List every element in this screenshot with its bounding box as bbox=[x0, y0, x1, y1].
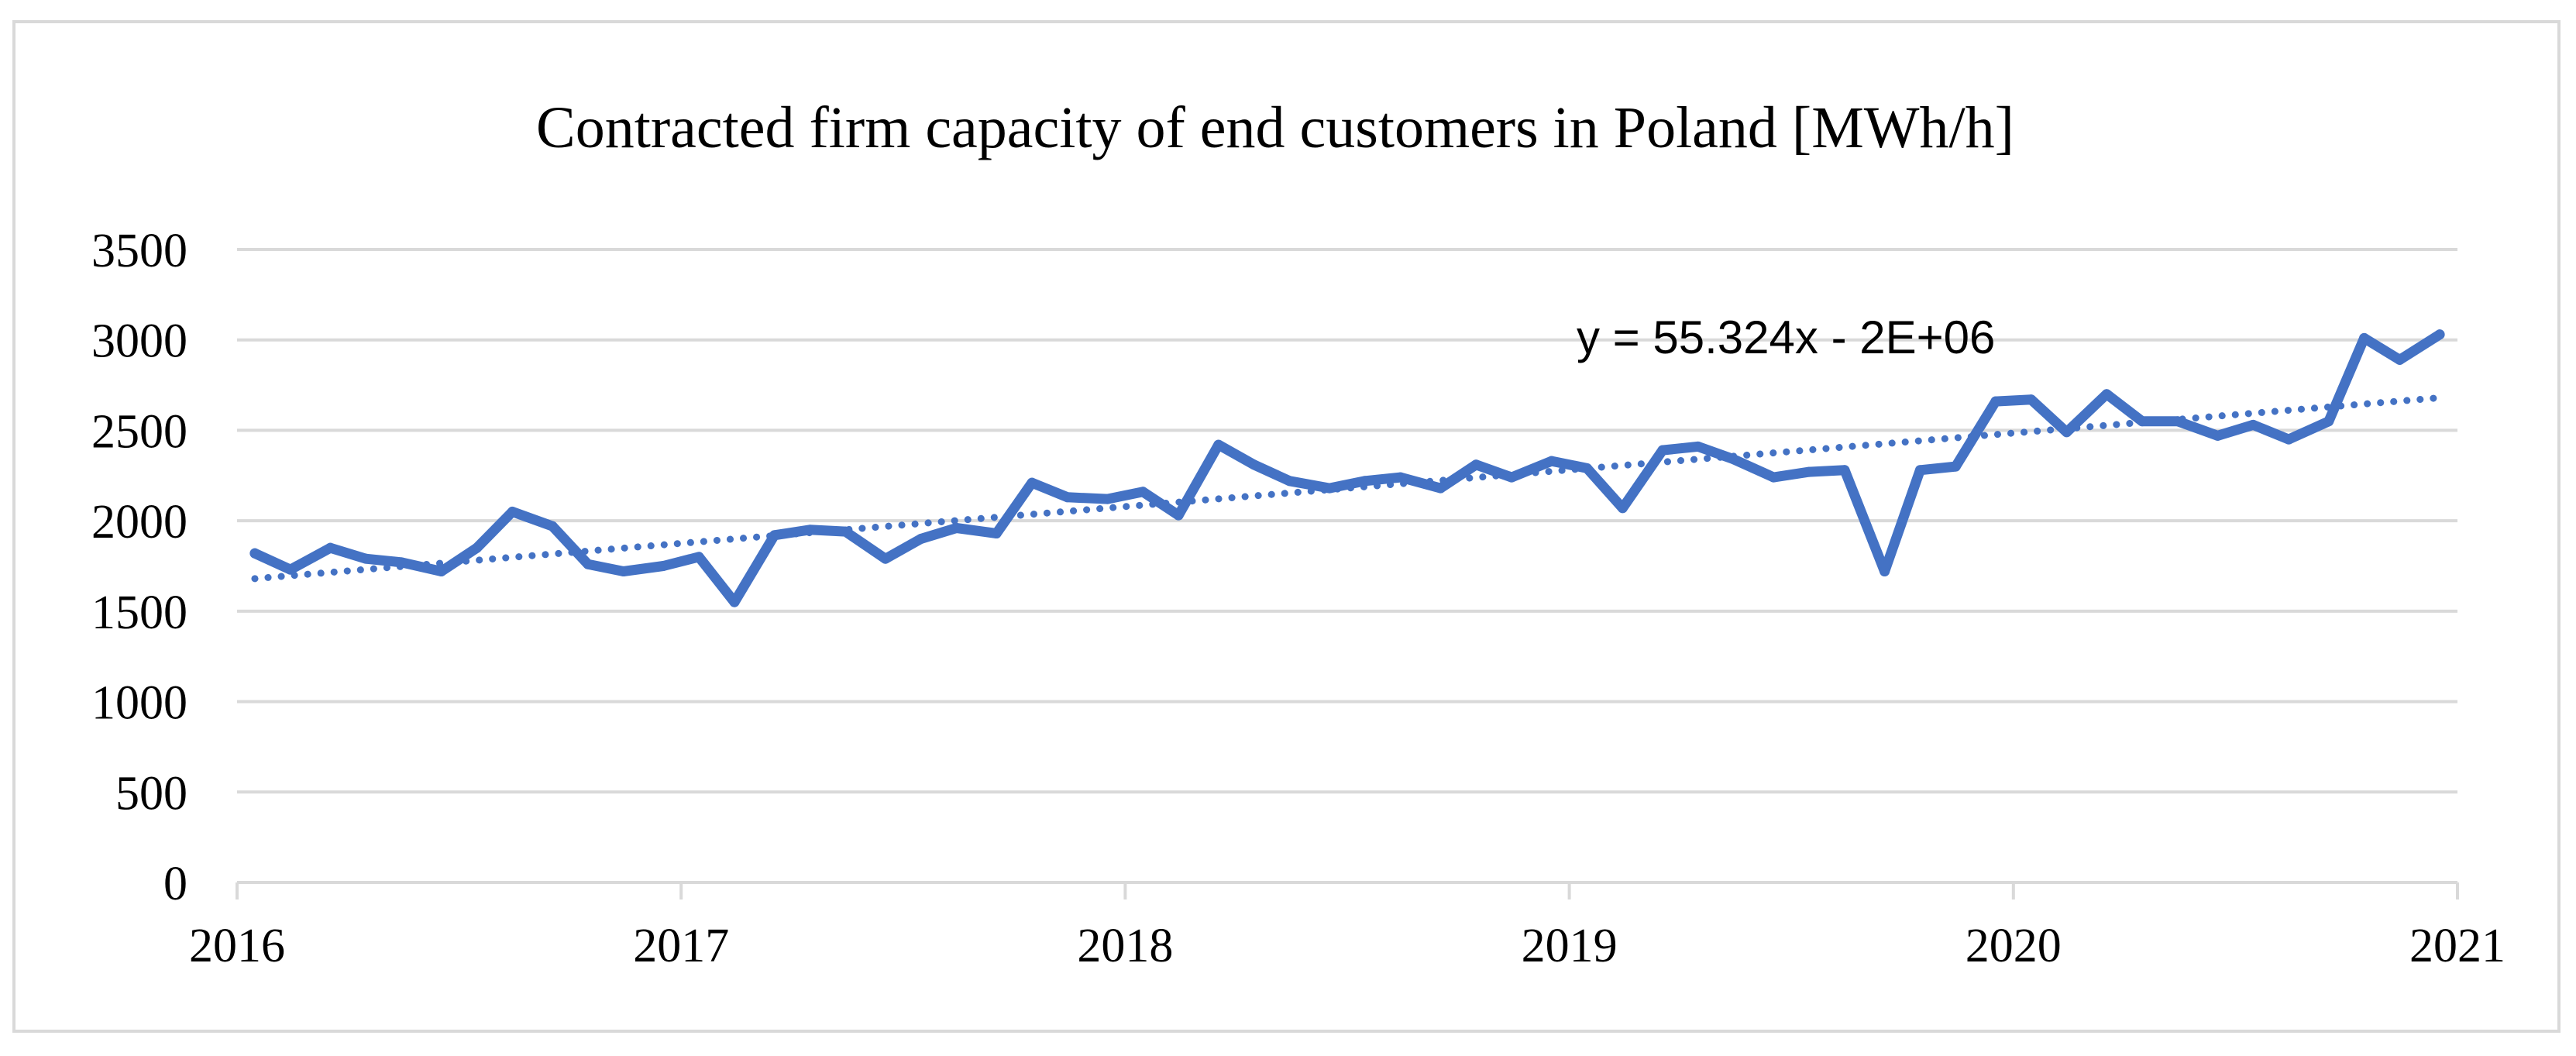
data-point bbox=[991, 528, 1002, 538]
y-tick-label-1500: 1500 bbox=[91, 586, 187, 639]
data-point bbox=[1137, 487, 1148, 497]
data-point bbox=[804, 525, 815, 535]
data-point bbox=[1546, 456, 1557, 466]
gridlines bbox=[237, 248, 2457, 794]
line-chart: Contracted firm capacity of end customer… bbox=[91, 95, 2505, 972]
data-point bbox=[1693, 441, 1704, 452]
data-point bbox=[2323, 416, 2334, 427]
data-point bbox=[2212, 430, 2223, 441]
x-tick-label-2020: 2020 bbox=[1966, 920, 2062, 972]
data-point bbox=[1395, 472, 1406, 483]
data-point bbox=[285, 564, 296, 575]
data-point bbox=[951, 522, 962, 533]
y-tick-label-3000: 3000 bbox=[91, 315, 187, 368]
data-point bbox=[2434, 329, 2445, 340]
y-tick-label-2000: 2000 bbox=[91, 496, 187, 549]
data-point bbox=[1914, 465, 1925, 476]
data-point bbox=[916, 533, 927, 544]
data-point bbox=[769, 530, 780, 541]
data-point bbox=[360, 553, 371, 564]
x-tick-label-2019: 2019 bbox=[1522, 920, 1618, 972]
data-point bbox=[1249, 459, 1260, 470]
chart-frame: Contracted firm capacity of end customer… bbox=[12, 20, 2561, 1033]
data-point bbox=[2026, 394, 2037, 405]
data-point bbox=[1990, 396, 2001, 407]
data-point bbox=[1062, 492, 1073, 503]
data-point bbox=[1102, 494, 1113, 504]
data-point bbox=[1027, 477, 1037, 488]
data-point bbox=[2359, 332, 2370, 343]
data-point bbox=[840, 526, 851, 537]
data-point bbox=[1728, 454, 1739, 465]
data-point bbox=[325, 542, 335, 553]
y-tick-label-0: 0 bbox=[163, 858, 187, 910]
data-point bbox=[2394, 354, 2405, 365]
data-point bbox=[2283, 434, 2294, 445]
data-point bbox=[1768, 472, 1779, 483]
data-point bbox=[583, 559, 593, 569]
data-point bbox=[1617, 503, 1628, 514]
series-line-0 bbox=[249, 329, 2445, 607]
data-point bbox=[1213, 439, 1224, 450]
data-point bbox=[2172, 416, 2183, 427]
x-tick-label-2018: 2018 bbox=[1077, 920, 1173, 972]
data-point bbox=[1324, 483, 1335, 494]
data-point bbox=[436, 566, 447, 577]
x-tick-label-2021: 2021 bbox=[2409, 920, 2505, 972]
data-point bbox=[1880, 566, 1890, 577]
y-tick-label-3500: 3500 bbox=[91, 225, 187, 277]
y-tick-label-1000: 1000 bbox=[91, 677, 187, 730]
data-point bbox=[1582, 463, 1593, 473]
data-point bbox=[618, 566, 629, 577]
data-point bbox=[547, 521, 558, 531]
data-point bbox=[2062, 427, 2072, 438]
data-point bbox=[472, 542, 483, 553]
x-tick-label-2016: 2016 bbox=[189, 920, 285, 972]
data-point bbox=[2248, 419, 2258, 430]
data-point bbox=[693, 552, 704, 562]
data-point bbox=[1506, 472, 1517, 483]
trendline-equation: y = 55.324x - 2E+06 bbox=[1577, 311, 1995, 363]
x-tick-label-2017: 2017 bbox=[633, 920, 729, 972]
data-point bbox=[1435, 483, 1446, 494]
y-tick-label-2500: 2500 bbox=[91, 405, 187, 458]
data-point bbox=[1950, 461, 1961, 472]
data-point bbox=[658, 561, 669, 571]
data-point bbox=[1360, 476, 1371, 487]
data-point bbox=[2101, 389, 2112, 400]
axes: 0 500 1000 1500 2000 2500 3000 3500 2016 2017 2018… bbox=[91, 225, 2505, 972]
data-point bbox=[1284, 476, 1295, 487]
data-point bbox=[1173, 510, 1184, 521]
y-tick-label-500: 500 bbox=[115, 767, 187, 820]
data-point bbox=[880, 553, 891, 564]
data-point bbox=[2137, 416, 2148, 427]
data-point bbox=[1839, 465, 1850, 476]
chart-title: Contracted firm capacity of end customer… bbox=[536, 95, 2014, 160]
data-point bbox=[1470, 459, 1481, 470]
series-group bbox=[249, 329, 2445, 607]
data-point bbox=[1657, 445, 1668, 456]
data-point bbox=[729, 597, 740, 607]
data-point bbox=[249, 548, 260, 559]
data-point bbox=[507, 506, 518, 517]
data-point bbox=[396, 557, 407, 568]
data-point bbox=[1804, 466, 1814, 477]
